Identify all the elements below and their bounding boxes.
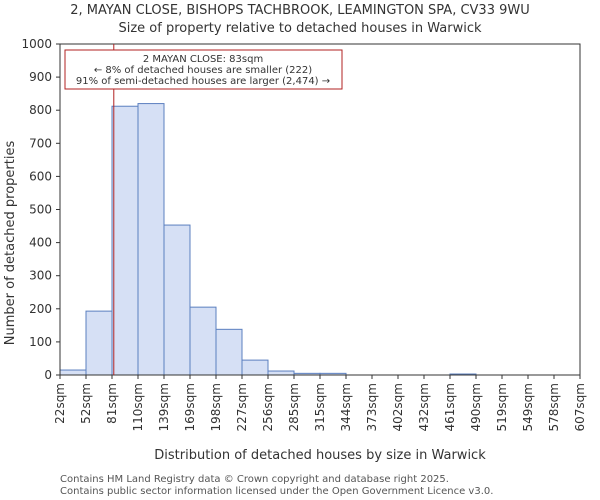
y-tick-label-7: 700 (29, 136, 52, 150)
x-tick-label-2: 81sqm (105, 383, 119, 424)
x-tick-label-17: 519sqm (495, 383, 509, 431)
x-tick-label-10: 315sqm (313, 383, 327, 431)
bar-6 (215, 328, 243, 376)
y-tick-label-9: 900 (29, 70, 52, 84)
chart-subtitle: Size of property relative to detached ho… (118, 21, 482, 36)
x-tick-label-5: 169sqm (183, 383, 197, 431)
annotation-box: 2 MAYAN CLOSE: 83sqm ← 8% of detached ho… (64, 49, 343, 90)
footer-line-1: Contains HM Land Registry data © Crown c… (60, 474, 449, 485)
bar-2 (111, 105, 139, 376)
x-tick-label-13: 402sqm (391, 383, 405, 431)
footer-line-2: Contains public sector information licen… (60, 486, 493, 497)
x-tick-label-16: 490sqm (469, 383, 483, 431)
y-axis-ticks: 0 100 200 300 400 500 600 700 800 900 1000 (21, 37, 60, 382)
y-tick-label-1: 100 (29, 335, 52, 349)
x-tick-label-3: 110sqm (131, 383, 145, 431)
y-axis-label: Number of detached properties (3, 141, 18, 346)
y-tick-label-4: 400 (29, 236, 52, 250)
y-tick-label-8: 800 (29, 103, 52, 117)
x-tick-label-9: 285sqm (287, 383, 301, 431)
annotation-frame (64, 49, 343, 90)
chart-title: 2, MAYAN CLOSE, BISHOPS TACHBROOK, LEAMI… (70, 3, 530, 18)
plot-frame (59, 43, 581, 376)
x-tick-label-0: 22sqm (53, 383, 67, 424)
x-tick-label-18: 549sqm (521, 383, 535, 431)
bars-group (59, 103, 477, 376)
y-tick-label-6: 600 (29, 169, 52, 183)
y-tick-label-2: 200 (29, 302, 52, 316)
x-tick-label-4: 139sqm (157, 383, 171, 431)
y-tick-label-0: 0 (44, 368, 52, 382)
x-tick-label-1: 52sqm (79, 383, 93, 424)
x-tick-label-8: 256sqm (261, 383, 275, 431)
y-tick-label-3: 300 (29, 269, 52, 283)
bar-7 (241, 359, 269, 376)
x-tick-label-14: 432sqm (417, 383, 431, 431)
x-tick-label-20: 607sqm (573, 383, 587, 431)
annotation-line-2: ← 8% of detached houses are smaller (222… (94, 65, 312, 76)
bar-3 (137, 103, 165, 376)
x-tick-label-6: 198sqm (209, 383, 223, 431)
x-axis-ticks: 22sqm 52sqm 81sqm 110sqm 139sqm 169sqm 198sqm 2… (53, 375, 587, 431)
bar-0 (59, 369, 87, 376)
annotation-line-1: 2 MAYAN CLOSE: 83sqm (143, 54, 263, 65)
x-tick-label-12: 373sqm (365, 383, 379, 431)
x-tick-label-19: 578sqm (547, 383, 561, 431)
x-tick-label-15: 461sqm (443, 383, 457, 431)
bar-1 (85, 310, 113, 376)
x-tick-label-11: 344sqm (339, 383, 353, 431)
y-tick-label-10: 1000 (21, 37, 52, 51)
annotation-line-3: 91% of semi-detached houses are larger (… (76, 76, 330, 87)
x-tick-label-7: 227sqm (235, 383, 249, 431)
y-tick-label-5: 500 (29, 203, 52, 217)
bar-8 (267, 370, 295, 376)
bar-5 (189, 306, 217, 376)
x-axis-label: Distribution of detached houses by size … (154, 448, 486, 463)
bar-4 (163, 224, 191, 376)
